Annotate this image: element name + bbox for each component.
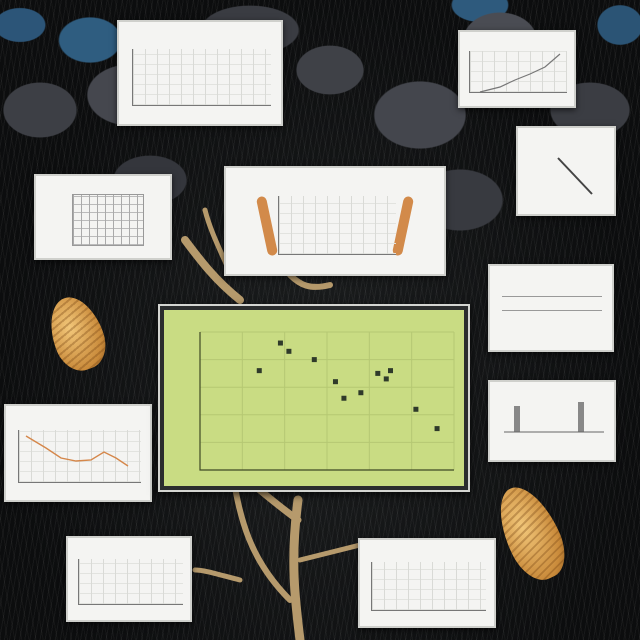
scatter-plot (199, 331, 455, 471)
chart-panel-top-right (458, 30, 576, 108)
panel-grid (131, 48, 272, 106)
panel-grid (469, 51, 568, 93)
data-point (286, 348, 292, 354)
panel-grid (77, 559, 183, 606)
divider-line (502, 296, 602, 297)
chart-panel-bottom-right (358, 538, 496, 628)
data-point (341, 395, 347, 401)
chart-panel-left-lower (4, 404, 152, 502)
data-point (375, 370, 381, 376)
chart-panel-right-upper (516, 126, 616, 216)
data-point (256, 368, 262, 374)
panel-table (72, 194, 144, 246)
axes (199, 332, 454, 471)
chart-panel-right-middle (488, 264, 614, 352)
chart-panel-top-left (117, 20, 283, 126)
data-point (277, 340, 283, 346)
main-scatter-chart (158, 304, 470, 492)
chart-panel-bottom-left (66, 536, 192, 622)
chart-panel-right-lower (488, 380, 616, 462)
line-series (25, 435, 129, 467)
data-point (383, 376, 389, 382)
panel-grid (370, 562, 486, 611)
data-point (358, 390, 364, 396)
panel-grid (17, 430, 142, 484)
chart-panel-left-upper (34, 174, 172, 260)
line-series (479, 53, 561, 93)
plot-background (164, 310, 464, 486)
divider-line (502, 310, 602, 311)
data-point (332, 379, 338, 385)
data-point (434, 426, 440, 432)
orange-shape (255, 195, 279, 257)
bar-series (504, 402, 604, 433)
line-series (557, 157, 593, 195)
panel-title (226, 168, 444, 176)
panel-grid (278, 195, 397, 255)
chart-panel-center-upper (224, 166, 446, 276)
data-point (413, 406, 419, 412)
data-point (388, 368, 393, 374)
data-point (311, 357, 317, 363)
